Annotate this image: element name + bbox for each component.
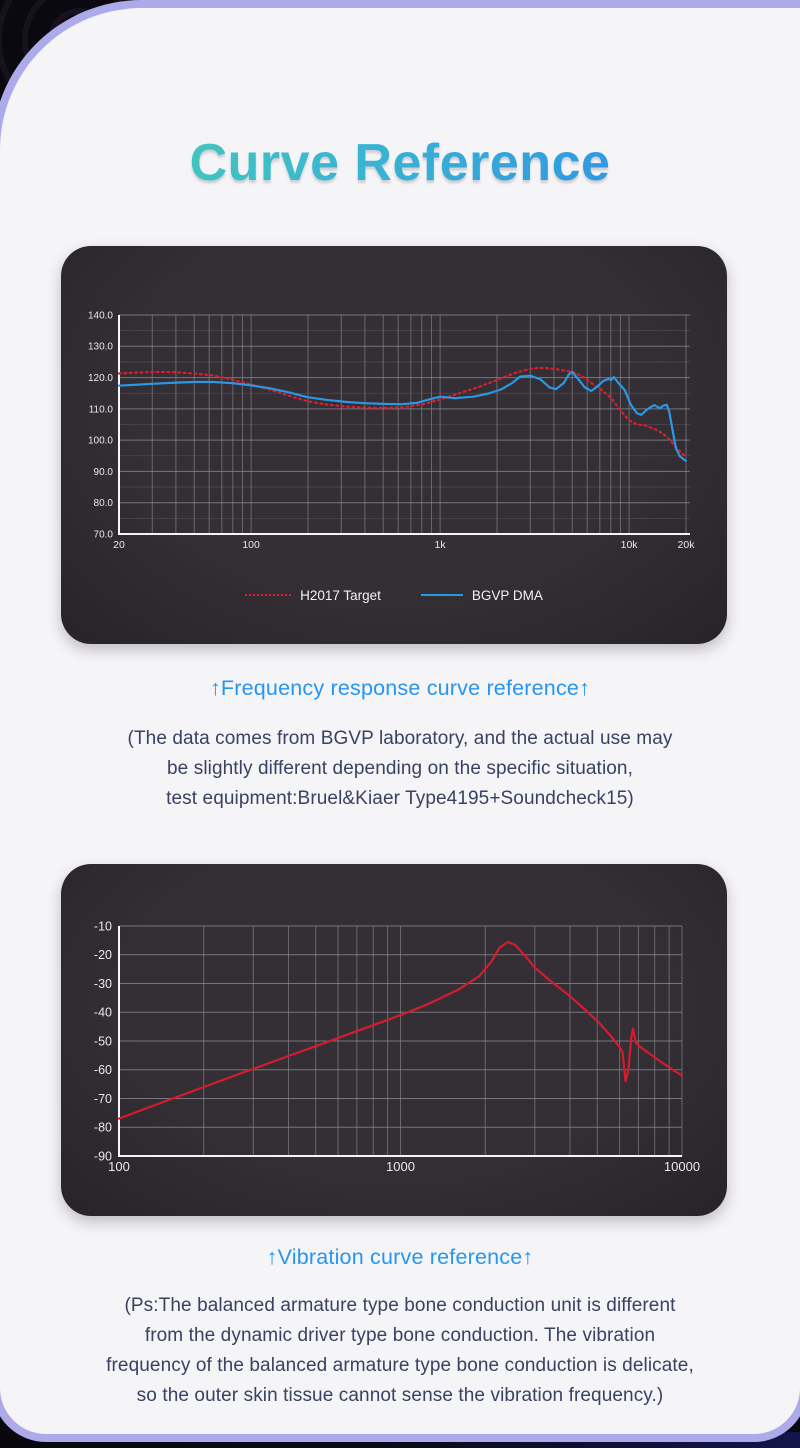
svg-text:100: 100 [242, 539, 260, 551]
svg-text:100: 100 [108, 1159, 130, 1174]
svg-text:10k: 10k [621, 539, 639, 551]
svg-text:-50: -50 [94, 1034, 112, 1048]
page-title: Curve Reference [0, 133, 800, 193]
svg-text:-40: -40 [94, 1006, 112, 1020]
svg-text:-90: -90 [94, 1149, 112, 1163]
legend-label-bgvp-dma: BGVP DMA [471, 587, 543, 603]
note-line: (Ps:The balanced armature type bone cond… [124, 1295, 676, 1316]
svg-text:140.0: 140.0 [88, 310, 113, 321]
legend-item-h2017-target: H2017 Target [245, 588, 381, 603]
vibration-caption: ↑Vibration curve reference↑ [266, 1245, 534, 1269]
legend-item-bgvp-dma: BGVP DMA [420, 587, 543, 603]
note-line: from the dynamic driver type bone conduc… [144, 1325, 656, 1346]
frequency-response-note: (The data comes from BGVP laboratory, an… [0, 724, 800, 814]
note-line: test equipment:Bruel&Kiaer Type4195+Soun… [166, 788, 634, 809]
legend-label-h2017-target: H2017 Target [300, 587, 381, 603]
svg-text:-10: -10 [94, 919, 112, 933]
svg-text:120.0: 120.0 [88, 373, 113, 384]
frequency-response-caption: ↑Frequency response curve reference↑ [209, 676, 591, 700]
vibration-chart-card: -10 -20 -30 -40 -50 -60 -70 -80 -90 100 1000 10000 [61, 864, 727, 1216]
svg-text:-80: -80 [94, 1121, 112, 1135]
svg-text:-60: -60 [94, 1063, 112, 1077]
note-line: frequency of the balanced armature type … [106, 1355, 694, 1376]
chart-legend: H2017 Target BGVP DMA [61, 584, 727, 606]
solid-line-swatch-icon [420, 594, 463, 596]
svg-text:110.0: 110.0 [89, 404, 114, 415]
svg-text:80.0: 80.0 [94, 498, 114, 509]
vibration-note: (Ps:The balanced armature type bone cond… [0, 1291, 800, 1411]
svg-text:20: 20 [113, 539, 125, 551]
frequency-response-chart-card: 140.0 130.0 120.0 110.0 100.0 90.0 80.0 70.0 20 1… [61, 246, 727, 644]
svg-text:130.0: 130.0 [88, 342, 113, 353]
dotted-line-swatch-icon [245, 594, 292, 596]
svg-text:-20: -20 [94, 948, 112, 962]
svg-text:90.0: 90.0 [94, 467, 114, 478]
svg-text:70.0: 70.0 [94, 529, 114, 540]
note-line: so the outer skin tissue cannot sense th… [136, 1385, 664, 1406]
svg-text:20k: 20k [678, 539, 696, 551]
svg-text:1000: 1000 [386, 1159, 415, 1174]
svg-text:-30: -30 [94, 977, 112, 991]
frequency-response-chart: 140.0 130.0 120.0 110.0 100.0 90.0 80.0 70.020 1… [88, 310, 696, 551]
svg-text:10000: 10000 [664, 1159, 700, 1174]
svg-text:1k: 1k [435, 539, 447, 551]
svg-text:100.0: 100.0 [88, 436, 113, 447]
note-line: (The data comes from BGVP laboratory, an… [127, 728, 673, 749]
svg-text:-70: -70 [94, 1092, 112, 1106]
note-line: be slightly different depending on the s… [167, 758, 633, 779]
